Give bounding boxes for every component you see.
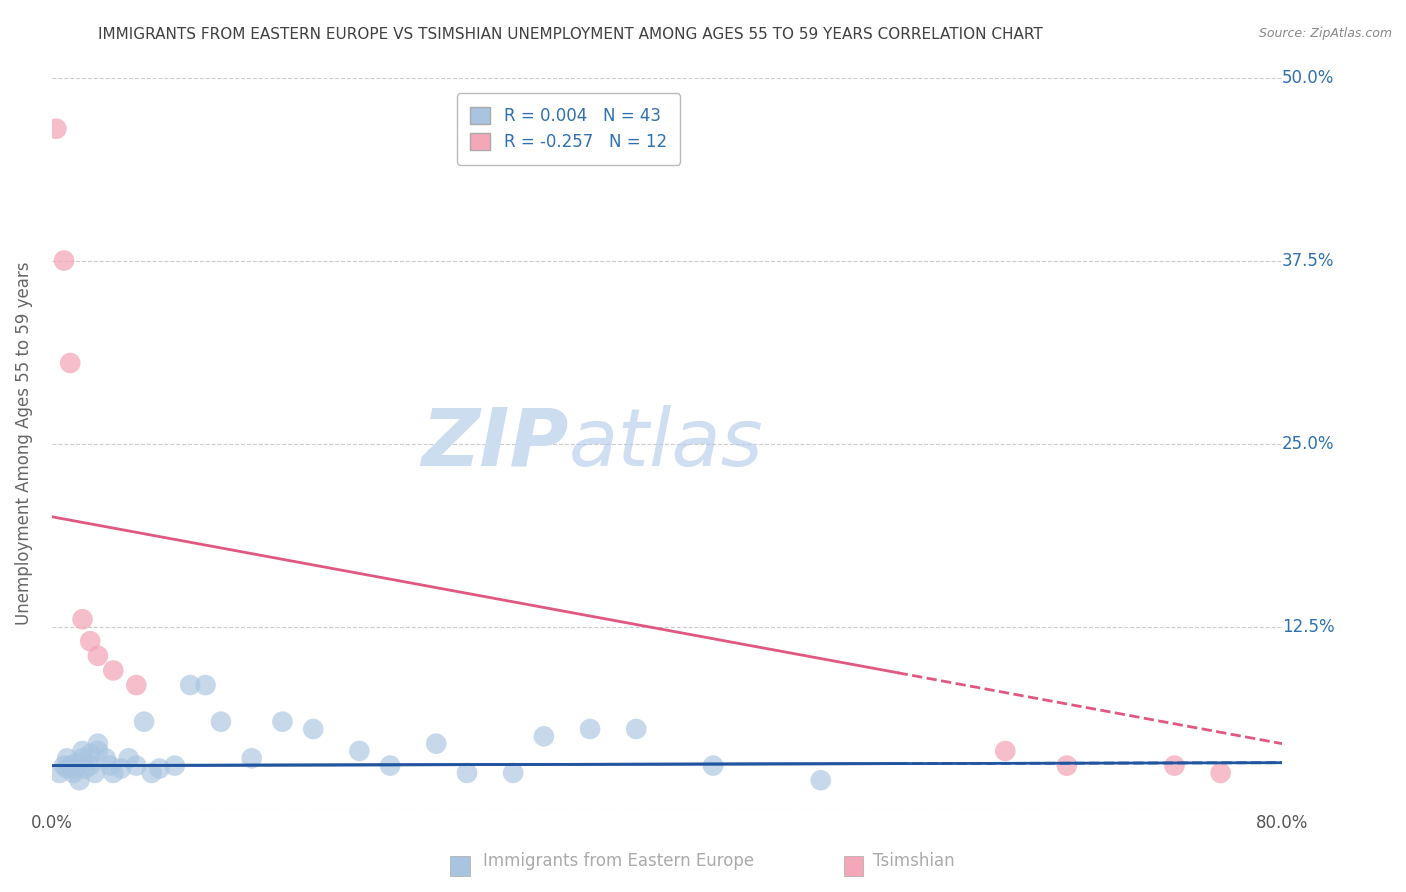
- Point: [79, 747, 101, 761]
- Point: [148, 762, 170, 776]
- Point: [994, 744, 1017, 758]
- Point: [72, 751, 94, 765]
- Legend: R = 0.004   N = 43, R = -0.257   N = 12: R = 0.004 N = 43, R = -0.257 N = 12: [457, 93, 681, 164]
- Point: [194, 678, 217, 692]
- Point: [53, 253, 76, 268]
- Text: 37.5%: 37.5%: [1282, 252, 1334, 269]
- Point: [94, 751, 117, 765]
- Point: [62, 766, 84, 780]
- Point: [132, 714, 155, 729]
- Text: atlas: atlas: [568, 405, 763, 483]
- Text: IMMIGRANTS FROM EASTERN EUROPE VS TSIMSHIAN UNEMPLOYMENT AMONG AGES 55 TO 59 YEA: IMMIGRANTS FROM EASTERN EUROPE VS TSIMSH…: [98, 27, 1043, 42]
- Point: [163, 758, 186, 772]
- Point: [1056, 758, 1078, 772]
- Point: [141, 766, 163, 780]
- Point: [56, 762, 79, 776]
- Point: [79, 758, 101, 772]
- Point: [110, 762, 132, 776]
- Point: [75, 762, 97, 776]
- Point: [59, 356, 82, 370]
- Point: [349, 744, 371, 758]
- Text: 50.0%: 50.0%: [1282, 69, 1334, 87]
- Point: [502, 766, 524, 780]
- Point: [1163, 758, 1185, 772]
- Point: [98, 758, 121, 772]
- Point: [56, 751, 79, 765]
- Point: [533, 729, 555, 743]
- Point: [302, 722, 325, 736]
- Point: [103, 766, 125, 780]
- Point: [79, 634, 101, 648]
- Point: [53, 758, 76, 772]
- Point: [810, 773, 832, 788]
- Point: [271, 714, 294, 729]
- Y-axis label: Unemployment Among Ages 55 to 59 years: Unemployment Among Ages 55 to 59 years: [15, 261, 32, 625]
- Point: [103, 664, 125, 678]
- Point: [48, 766, 70, 780]
- Point: [59, 758, 82, 772]
- Text: ZIP: ZIP: [422, 405, 568, 483]
- Point: [87, 744, 110, 758]
- Point: [378, 758, 401, 772]
- Point: [72, 612, 94, 626]
- Point: [87, 648, 110, 663]
- Point: [83, 766, 105, 780]
- Point: [63, 762, 86, 776]
- Text: Tsimshian: Tsimshian: [873, 852, 955, 870]
- Point: [1209, 766, 1232, 780]
- Point: [425, 737, 447, 751]
- Text: Immigrants from Eastern Europe: Immigrants from Eastern Europe: [484, 852, 754, 870]
- Point: [125, 678, 148, 692]
- Text: Source: ZipAtlas.com: Source: ZipAtlas.com: [1258, 27, 1392, 40]
- Point: [87, 737, 110, 751]
- Point: [624, 722, 647, 736]
- Point: [209, 714, 232, 729]
- Point: [456, 766, 478, 780]
- Text: 25.0%: 25.0%: [1282, 434, 1334, 452]
- Point: [65, 756, 87, 770]
- Point: [702, 758, 724, 772]
- Point: [579, 722, 602, 736]
- Point: [67, 773, 90, 788]
- Text: 12.5%: 12.5%: [1282, 617, 1334, 635]
- Point: [72, 744, 94, 758]
- Point: [179, 678, 201, 692]
- Point: [125, 758, 148, 772]
- Point: [45, 121, 67, 136]
- Point: [118, 751, 141, 765]
- Point: [240, 751, 263, 765]
